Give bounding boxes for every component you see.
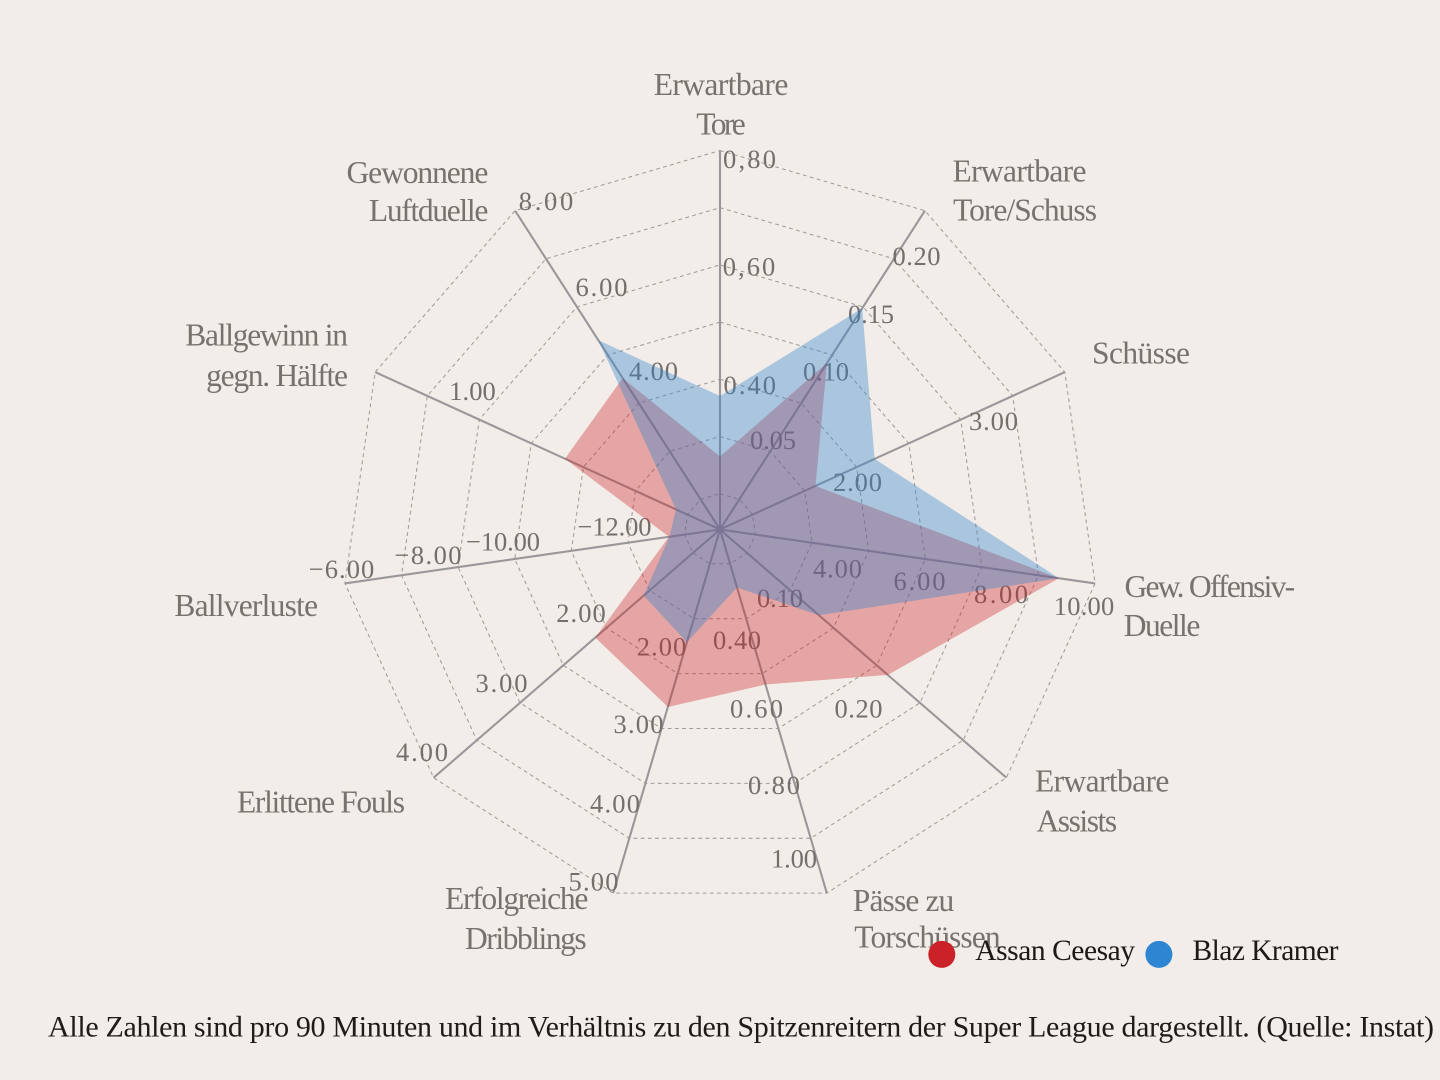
svg-text:0.15: 0.15	[848, 299, 894, 329]
svg-text:Schüsse: Schüsse	[1092, 336, 1190, 371]
svg-text:3.00: 3.00	[614, 709, 664, 739]
svg-text:1.00: 1.00	[449, 376, 496, 406]
svg-text:8.00: 8.00	[519, 186, 574, 216]
svg-text:4.00: 4.00	[629, 356, 678, 386]
svg-text:Blaz Kramer: Blaz Kramer	[1193, 935, 1339, 967]
svg-text:Erfolgreiche: Erfolgreiche	[445, 881, 588, 916]
svg-text:Luftduelle: Luftduelle	[369, 193, 488, 228]
svg-text:Gew. Offensiv-: Gew. Offensiv-	[1125, 569, 1296, 604]
svg-text:5.00: 5.00	[569, 867, 619, 897]
svg-text:1.00: 1.00	[771, 844, 817, 874]
svg-text:Assists: Assists	[1037, 804, 1118, 839]
svg-text:−8.00: −8.00	[395, 540, 462, 570]
svg-text:2.00: 2.00	[833, 467, 882, 497]
svg-text:0.10: 0.10	[803, 357, 849, 387]
svg-text:0.60: 0.60	[730, 694, 783, 724]
svg-text:2.00: 2.00	[556, 598, 606, 628]
svg-text:4.00: 4.00	[396, 737, 448, 767]
svg-text:0.40: 0.40	[724, 370, 777, 400]
svg-text:Erwartbare: Erwartbare	[1035, 763, 1169, 798]
svg-text:0.10: 0.10	[757, 583, 803, 613]
svg-text:Gewonnene: Gewonnene	[347, 155, 489, 190]
svg-text:0.80: 0.80	[748, 770, 800, 800]
svg-text:6.00: 6.00	[576, 272, 628, 302]
svg-text:4.00: 4.00	[590, 789, 640, 819]
svg-text:Ballverluste: Ballverluste	[174, 588, 318, 623]
svg-text:0.40: 0.40	[713, 625, 761, 655]
svg-text:Duelle: Duelle	[1124, 608, 1201, 643]
svg-text:0,80: 0,80	[723, 144, 776, 174]
svg-text:Erwartbare: Erwartbare	[654, 67, 789, 102]
svg-text:4.00: 4.00	[813, 554, 862, 584]
svg-text:Assan Ceesay: Assan Ceesay	[975, 935, 1135, 967]
svg-text:2.00: 2.00	[637, 632, 687, 662]
svg-text:Tore/Schuss: Tore/Schuss	[953, 193, 1097, 228]
svg-text:0.20: 0.20	[893, 241, 941, 271]
svg-text:0,60: 0,60	[723, 252, 776, 282]
svg-text:Dribblings: Dribblings	[465, 921, 587, 956]
svg-text:10.00: 10.00	[1054, 591, 1115, 621]
svg-text:Pässe zu: Pässe zu	[853, 883, 955, 918]
svg-text:Ballgewinn in: Ballgewinn in	[185, 318, 348, 353]
svg-text:Erlittene Fouls: Erlittene Fouls	[237, 785, 405, 820]
svg-text:Alle Zahlen sind pro 90 Minute: Alle Zahlen sind pro 90 Minuten und im V…	[48, 1011, 1434, 1044]
svg-text:gegn. Hälfte: gegn. Hälfte	[206, 358, 348, 393]
svg-text:3.00: 3.00	[969, 406, 1018, 436]
svg-text:6.00: 6.00	[894, 566, 946, 596]
svg-text:8.00: 8.00	[974, 579, 1028, 609]
svg-text:−10.00: −10.00	[466, 527, 540, 557]
svg-text:0.20: 0.20	[835, 694, 883, 724]
svg-text:−12.00: −12.00	[578, 512, 652, 542]
svg-text:Torschüssen: Torschüssen	[854, 919, 1001, 954]
svg-text:Tore: Tore	[696, 106, 746, 141]
svg-text:−6.00: −6.00	[309, 554, 375, 584]
svg-text:Erwartbare: Erwartbare	[953, 154, 1087, 189]
svg-text:3.00: 3.00	[476, 668, 528, 698]
svg-text:0.05: 0.05	[750, 425, 796, 455]
